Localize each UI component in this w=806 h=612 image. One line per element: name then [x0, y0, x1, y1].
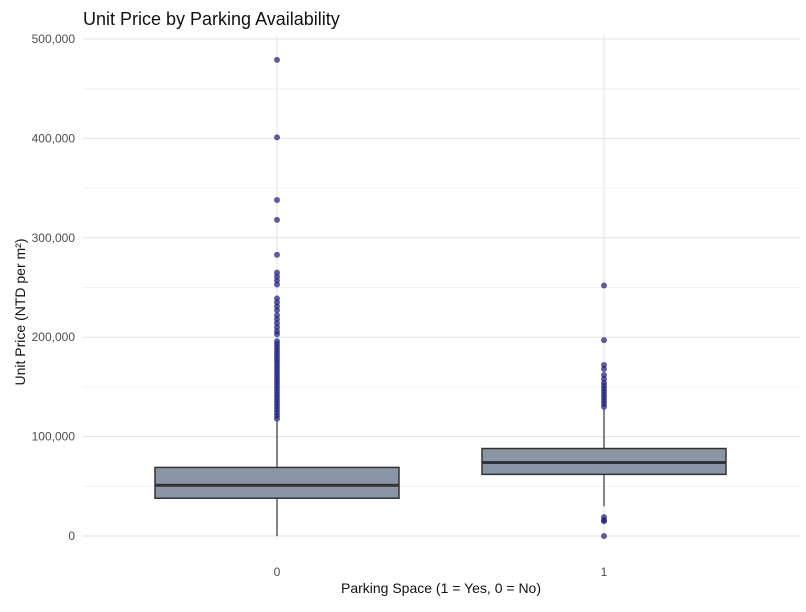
outlier-point: [274, 281, 280, 288]
outlier-point: [601, 282, 607, 289]
x-tick-label: 1: [601, 565, 608, 579]
y-tick-label: 400,000: [32, 131, 76, 145]
outlier-point: [274, 134, 280, 141]
x-axis-title: Parking Space (1 = Yes, 0 = No): [341, 580, 541, 596]
outlier-point: [601, 533, 607, 539]
iqr-box: [154, 466, 400, 499]
outlier-point: [274, 415, 280, 422]
outlier-point: [274, 331, 280, 338]
box-group-1: [481, 282, 727, 539]
y-tick-label: 200,000: [32, 330, 76, 344]
chart-title: Unit Price by Parking Availability: [83, 9, 340, 29]
y-axis-title: Unit Price (NTD per m²): [12, 238, 28, 385]
outlier-point: [601, 403, 607, 410]
y-tick-label: 300,000: [32, 231, 76, 245]
outlier-point: [274, 216, 280, 223]
outlier-point: [601, 337, 607, 344]
y-tick-label: 100,000: [32, 430, 76, 444]
x-tick-label: 0: [274, 565, 281, 579]
y-tick-label: 500,000: [32, 32, 76, 46]
outlier-point: [274, 251, 280, 258]
outlier-point: [274, 197, 280, 204]
y-tick-label: 0: [68, 529, 75, 543]
boxes: [154, 56, 727, 539]
outlier-point: [274, 56, 280, 63]
outlier-point: [274, 307, 280, 314]
box-group-0: [154, 56, 400, 536]
outlier-point: [601, 518, 607, 525]
outlier-point: [601, 366, 607, 373]
y-axis-ticks: 0 100,000 200,000 300,000 400,000 500,000: [32, 32, 76, 543]
